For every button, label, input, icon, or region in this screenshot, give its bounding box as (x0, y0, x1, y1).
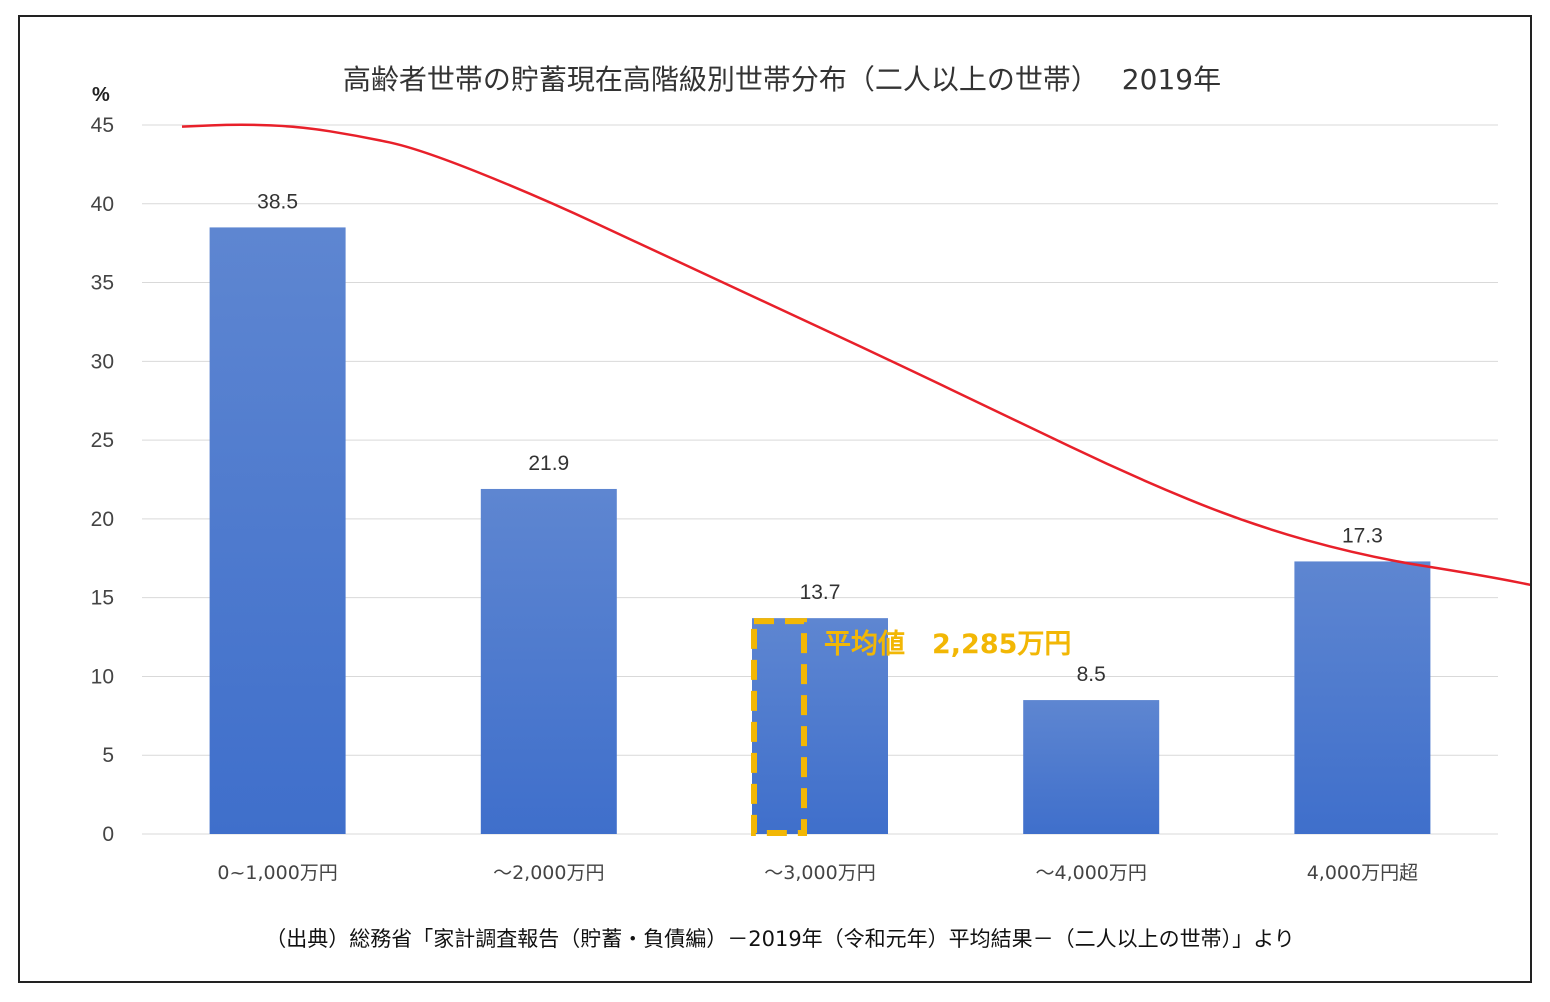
bar (752, 618, 888, 834)
source-note: （出典）総務省「家計調査報告（貯蓄・負債編）－2019年（令和元年）平均結果－（… (265, 927, 1295, 951)
chart-title: 高齢者世帯の貯蓄現在高階級別世帯分布（二人以上の世帯） 2019年 (343, 63, 1221, 96)
category-label: ～2,000万円 (493, 862, 604, 884)
bar (209, 227, 346, 834)
y-tick-label: 10 (91, 665, 114, 688)
category-label: ～3,000万円 (764, 862, 875, 884)
y-tick-label: 0 (102, 823, 114, 846)
category-label: 0~1,000万円 (217, 862, 337, 884)
average-highlight-box (751, 618, 807, 836)
y-tick-label: 45 (91, 114, 114, 137)
average-annotation: 平均値 2,285万円 (824, 629, 1071, 660)
data-label: 17.3 (1342, 524, 1383, 547)
y-axis-unit: % (92, 84, 110, 106)
trend-line (181, 123, 1530, 587)
bar (480, 488, 617, 834)
data-label: 13.7 (800, 581, 841, 604)
y-tick-labels: 0 5 10 15 20 25 30 35 40 45 (91, 114, 114, 846)
data-labels: 38.5 21.9 13.7 8.5 17.3 (257, 190, 1383, 686)
y-tick-label: 35 (91, 272, 114, 295)
category-label: 4,000万円超 (1307, 862, 1418, 884)
y-tick-label: 25 (91, 429, 114, 452)
chart-frame: 高齢者世帯の貯蓄現在高階級別世帯分布（二人以上の世帯） 2019年 % 0 5 10… (18, 15, 1532, 983)
bar (1294, 561, 1431, 834)
y-tick-label: 40 (91, 193, 114, 216)
category-labels: 0~1,000万円 ～2,000万円 ～3,000万円 ～4,000万円 4,000万円… (217, 862, 1418, 884)
grid-lines (142, 124, 1498, 835)
data-label: 8.5 (1077, 663, 1106, 686)
data-label: 38.5 (257, 190, 298, 213)
data-label: 21.9 (528, 452, 569, 475)
bar (1023, 700, 1160, 834)
y-tick-label: 20 (91, 508, 114, 531)
chart: 高齢者世帯の貯蓄現在高階級別世帯分布（二人以上の世帯） 2019年 % 0 5 10… (91, 63, 1530, 951)
y-tick-label: 5 (102, 744, 114, 767)
y-tick-label: 15 (91, 587, 114, 610)
bars (209, 227, 1431, 834)
y-tick-label: 30 (91, 350, 114, 373)
category-label: ～4,000万円 (1035, 862, 1146, 884)
